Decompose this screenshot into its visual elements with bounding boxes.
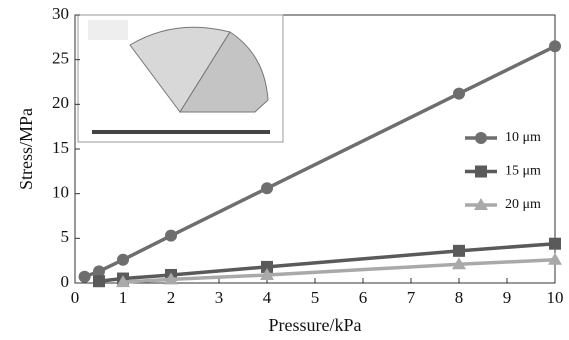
data-point [117,254,129,266]
legend-label: 10 μm [505,130,541,145]
legend-marker [475,132,487,144]
y-tick-label: 15 [52,138,69,157]
legend-label: 20 μm [505,197,541,212]
data-point [453,245,465,257]
data-point [453,88,465,100]
data-point [79,271,91,283]
y-tick-label: 25 [52,49,69,68]
data-point [261,182,273,194]
y-tick-label: 30 [52,4,69,23]
data-point [549,238,561,250]
series-line [123,260,555,282]
x-tick-label: 3 [215,288,224,307]
x-axis-label: Pressure/kPa [269,315,362,335]
chart: Pressure/kPa Stress/MPa 0 5 10 15 20 25 30 0 1 2 3… [0,0,569,340]
data-point [165,230,177,242]
x-tick-label: 10 [547,288,564,307]
x-tick-label: 1 [119,288,128,307]
x-tick-label: 7 [407,288,416,307]
legend-marker [475,166,487,178]
y-tick-label: 5 [61,227,70,246]
x-tick-label: 2 [167,288,176,307]
page: {"chart_data": {"type": "line", "x_label… [0,0,569,340]
x-tick-label: 0 [71,288,80,307]
data-point [549,40,561,52]
inset-colorbar [92,130,270,134]
data-point [93,275,105,287]
inset-legend-box [88,20,128,40]
x-tick-label: 5 [311,288,320,307]
y-axis-label: Stress/MPa [16,108,36,190]
inset-image [78,15,283,142]
x-tick-label: 9 [503,288,512,307]
x-tick-label: 8 [455,288,464,307]
x-tick-label: 6 [359,288,368,307]
x-tick-label: 4 [263,288,272,307]
y-tick-label: 0 [61,272,70,291]
y-tick-label: 20 [52,93,69,112]
legend-label: 15 μm [505,164,541,179]
y-tick-label: 10 [52,183,69,202]
